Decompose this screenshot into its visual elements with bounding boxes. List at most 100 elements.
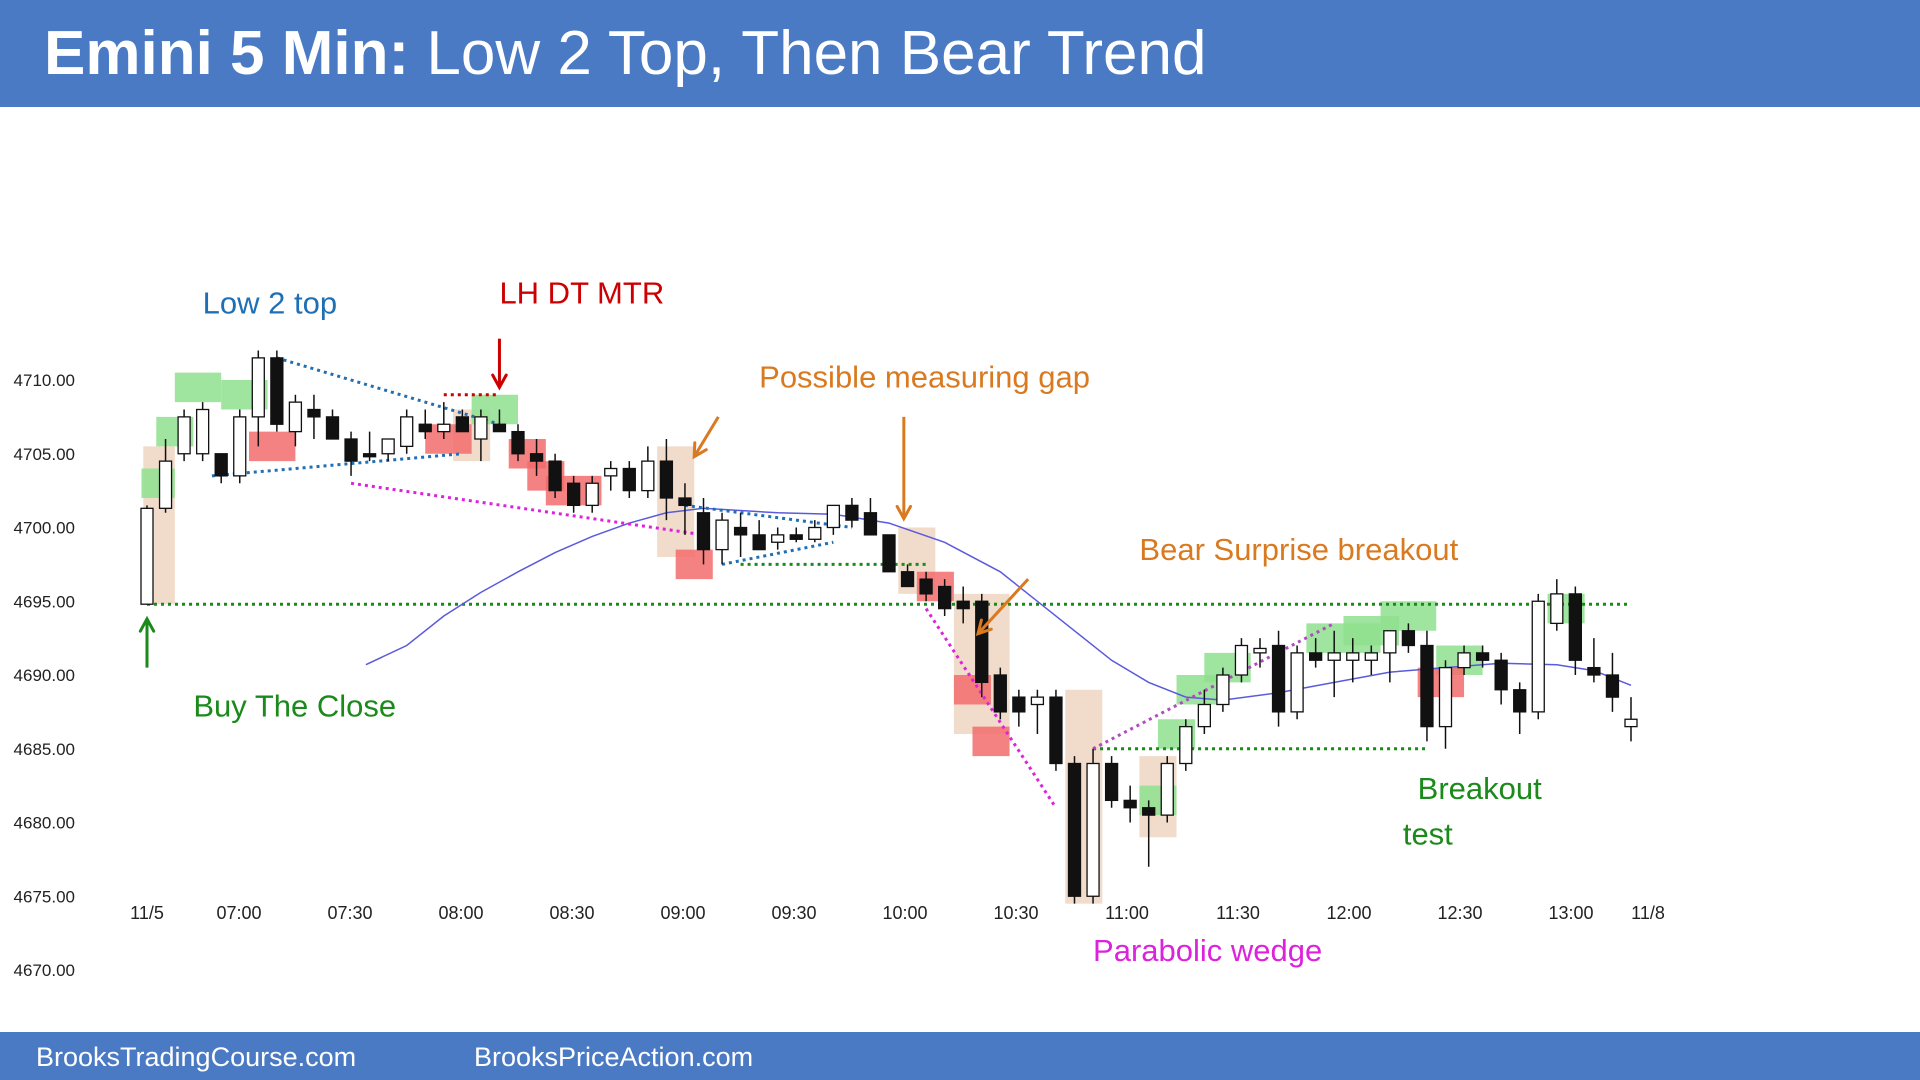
candle-body <box>1605 674 1620 698</box>
candle-body <box>845 504 859 521</box>
arrow-head <box>138 615 156 633</box>
highlight-red-29 <box>972 726 1010 757</box>
candle-body <box>975 600 989 684</box>
highlight-red-21 <box>249 431 296 462</box>
arrow-shaft <box>976 578 1030 635</box>
candle-body <box>1290 652 1304 713</box>
candle <box>789 527 803 543</box>
candle-body <box>1179 725 1193 765</box>
x-tick-label: 12:30 <box>1437 903 1482 923</box>
gap-arrow-1 <box>692 416 720 460</box>
candle <box>733 512 748 557</box>
candle <box>474 409 488 462</box>
candle-body <box>1568 593 1582 661</box>
candle-body <box>1067 762 1082 897</box>
candle <box>325 409 340 440</box>
candle <box>622 461 636 498</box>
candle-body <box>696 512 711 551</box>
candle-body <box>1012 696 1026 713</box>
candle <box>1104 756 1119 808</box>
candle <box>381 438 395 462</box>
title-bold: Emini 5 Min: <box>44 19 410 88</box>
y-axis: 4710.00 4705.00 4700.00 4695.00 4690.00 4685.… <box>14 371 75 980</box>
candle-body <box>437 423 451 433</box>
highlight-red-26 <box>675 549 713 580</box>
candle-body <box>1030 696 1045 706</box>
candle-body <box>529 453 544 462</box>
arrow-head <box>895 504 913 522</box>
candle <box>1142 800 1156 867</box>
candle <box>529 439 544 476</box>
candle-body <box>1123 799 1137 809</box>
candle <box>437 402 451 439</box>
candle <box>938 579 952 616</box>
candle <box>882 534 896 573</box>
candle-body <box>938 585 952 610</box>
annot-breakout: Breakout <box>1418 771 1542 806</box>
candle-body <box>678 497 692 507</box>
candle <box>511 424 525 462</box>
highlight-boxes <box>141 372 1585 904</box>
candle-body <box>1197 703 1211 728</box>
candle-body <box>177 416 191 455</box>
y-tick-label: 4670.00 <box>14 961 75 980</box>
candle-body <box>808 526 822 540</box>
candles <box>140 350 1638 904</box>
candle <box>1420 630 1434 742</box>
candle-body <box>863 512 878 536</box>
candle <box>455 409 470 433</box>
candle <box>845 498 859 528</box>
candle-body <box>325 416 340 440</box>
candle-body <box>1587 666 1601 676</box>
candle-body <box>362 453 377 458</box>
candle-body <box>1234 644 1249 676</box>
candle <box>975 593 989 698</box>
y-tick-label: 4680.00 <box>14 814 75 833</box>
candle <box>956 586 970 624</box>
candle <box>251 350 265 447</box>
candle-body <box>158 460 173 509</box>
y-tick-label: 4695.00 <box>14 592 75 611</box>
x-tick-label: 11/5 <box>130 903 164 923</box>
candle-body <box>251 357 265 418</box>
annotation-arrows <box>138 338 1030 668</box>
annot-lh-dt-mtr: LH DT MTR <box>499 275 664 310</box>
annot-parabolic-wedge: Parabolic wedge <box>1093 933 1322 968</box>
lh-arrow <box>491 338 508 391</box>
candle <box>1216 667 1230 712</box>
annot-test: test <box>1403 817 1453 852</box>
x-tick-label: 07:30 <box>327 903 372 923</box>
candle-body <box>567 482 581 507</box>
candle-body <box>1086 762 1100 897</box>
footer-link-brooks-trading-course[interactable]: BrooksTradingCourse.com <box>36 1042 357 1072</box>
candle-body <box>270 357 284 425</box>
title-bar: Emini 5 Min: Low 2 Top, Then Bear Trend <box>0 0 1920 107</box>
candle <box>214 453 228 484</box>
arrow-shaft <box>692 416 720 458</box>
arrow-head <box>491 373 508 391</box>
candle <box>1531 593 1545 720</box>
highlight-green-9 <box>174 372 222 403</box>
candle <box>696 498 711 565</box>
candle <box>418 409 432 439</box>
candle-body <box>1327 652 1341 661</box>
candle <box>288 394 303 447</box>
candle-body <box>1346 652 1360 661</box>
wedge-bottom-line <box>721 540 834 566</box>
candle-body <box>1438 666 1453 728</box>
candle-body <box>1216 674 1230 706</box>
candle-body <box>882 534 896 573</box>
y-tick-label: 4690.00 <box>14 666 75 685</box>
candle <box>641 446 655 498</box>
x-tick-label: 13:00 <box>1548 903 1593 923</box>
candle-body <box>1049 696 1063 765</box>
footer-link-brooks-price-action[interactable]: BrooksPriceAction.com <box>474 1042 754 1072</box>
candle-body <box>1531 600 1545 713</box>
candle-body <box>400 416 414 448</box>
candle-body <box>919 578 933 595</box>
candle <box>1457 645 1471 675</box>
x-tick-label: 11:00 <box>1105 903 1149 923</box>
candle <box>548 453 562 498</box>
candle-body <box>288 401 303 433</box>
y-tick-label: 4710.00 <box>14 371 75 390</box>
